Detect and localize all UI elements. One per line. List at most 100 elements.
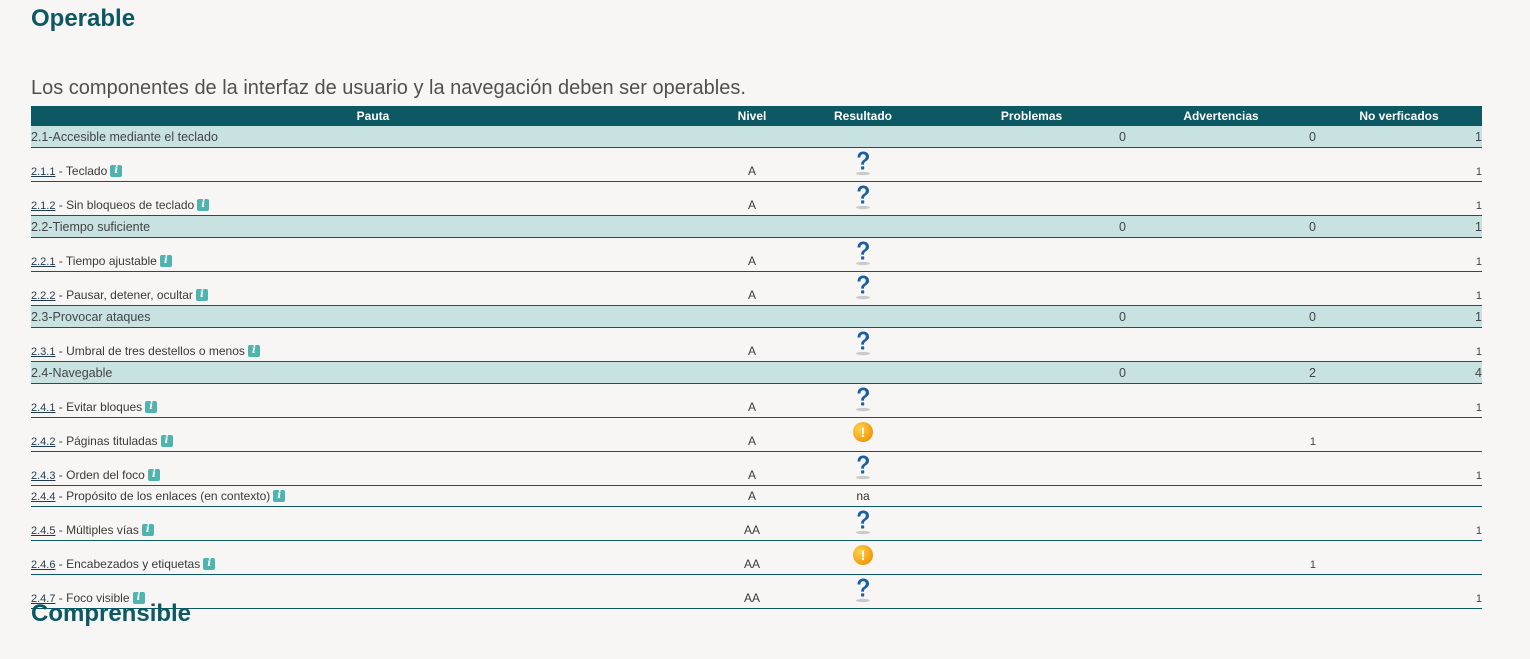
info-icon[interactable]: i xyxy=(160,435,173,447)
criterion-row: 2.4.7 - Foco visible i AA 1 xyxy=(31,574,1482,609)
criterion-code-link[interactable]: 2.1.1 xyxy=(31,166,56,178)
group-advertencias-count: 0 xyxy=(1126,126,1316,148)
table-header-row: Pauta Nivel Resultado Problemas Adverten… xyxy=(31,106,1482,126)
criterion-level: A xyxy=(715,237,789,272)
criterion-cell: 2.4.7 - Foco visible i xyxy=(31,574,715,609)
criterion-level: A xyxy=(715,271,789,306)
group-result xyxy=(789,215,937,238)
group-no-verificados-count: 4 xyxy=(1316,361,1482,384)
group-no-verificados-count: 1 xyxy=(1316,215,1482,238)
criterion-code-link[interactable]: 2.4.7 xyxy=(31,593,56,605)
info-icon[interactable]: i xyxy=(159,255,172,267)
criterion-result xyxy=(789,327,937,362)
criterion-advertencias-count xyxy=(1126,574,1316,609)
principle-title: Operable xyxy=(31,5,136,32)
criterion-result xyxy=(789,147,937,182)
header-advertencias: Advertencias xyxy=(1126,106,1316,126)
criterion-result xyxy=(789,506,937,541)
criterion-level: A xyxy=(715,417,789,452)
warning-icon: ! xyxy=(853,422,873,442)
criterion-level: A xyxy=(715,383,789,418)
criterion-advertencias-count xyxy=(1126,451,1316,486)
criterion-problemas-count xyxy=(937,327,1126,362)
info-icon[interactable]: i xyxy=(147,469,160,481)
criterion-level: A xyxy=(715,147,789,182)
group-result xyxy=(789,361,937,384)
group-advertencias-count: 0 xyxy=(1126,305,1316,328)
criterion-problemas-count xyxy=(937,540,1126,575)
criterion-code-link[interactable]: 2.4.6 xyxy=(31,559,56,571)
guideline-group-row: 2.2-Tiempo suficiente 0 0 1 xyxy=(31,215,1482,238)
criterion-level: AA xyxy=(715,540,789,575)
group-result xyxy=(789,126,937,148)
group-no-verificados-count: 1 xyxy=(1316,305,1482,328)
next-principle-title: Comprensible xyxy=(31,600,192,627)
criterion-problemas-count xyxy=(937,417,1126,452)
criterion-code-link[interactable]: 2.4.1 xyxy=(31,402,56,414)
info-icon[interactable]: i xyxy=(132,592,145,604)
header-no-verificados: No verficados xyxy=(1316,106,1482,126)
criterion-code-link[interactable]: 2.1.2 xyxy=(31,200,56,212)
criterion-no-verificados-count: 1 xyxy=(1316,147,1482,182)
info-icon[interactable]: i xyxy=(145,401,158,413)
group-name: 2.1-Accesible mediante el teclado xyxy=(31,126,715,148)
criterion-name: - Páginas tituladas xyxy=(55,434,158,448)
info-icon[interactable]: i xyxy=(273,490,286,502)
criterion-cell: 2.4.3 - Orden del foco i xyxy=(31,451,715,486)
criterion-name: - Propósito de los enlaces (en contexto) xyxy=(55,489,271,503)
criterion-cell: 2.4.2 - Páginas tituladas i xyxy=(31,417,715,452)
criterion-no-verificados-count xyxy=(1316,485,1482,507)
info-icon[interactable]: i xyxy=(195,289,208,301)
criterion-row: 2.2.1 - Tiempo ajustable i A 1 xyxy=(31,237,1482,272)
info-icon[interactable]: i xyxy=(247,345,260,357)
criterion-result: na xyxy=(789,485,937,507)
criterion-code-link[interactable]: 2.4.4 xyxy=(31,491,56,503)
info-icon[interactable]: i xyxy=(197,199,210,211)
criterion-code-link[interactable]: 2.2.1 xyxy=(31,256,56,268)
criterion-code-link[interactable]: 2.4.2 xyxy=(31,436,56,448)
criterion-problemas-count xyxy=(937,237,1126,272)
info-icon[interactable]: i xyxy=(141,524,154,536)
criterion-name: - Evitar bloques xyxy=(55,400,143,414)
criterion-advertencias-count xyxy=(1126,147,1316,182)
criterion-result: ! xyxy=(789,540,937,575)
info-icon[interactable]: i xyxy=(203,558,216,570)
criterion-code-link[interactable]: 2.4.5 xyxy=(31,525,56,537)
guidelines-table: Pauta Nivel Resultado Problemas Adverten… xyxy=(31,106,1482,609)
criterion-no-verificados-count: 1 xyxy=(1316,327,1482,362)
criterion-code-link[interactable]: 2.4.3 xyxy=(31,470,56,482)
guideline-group-row: 2.1-Accesible mediante el teclado 0 0 1 xyxy=(31,126,1482,148)
info-icon[interactable]: i xyxy=(110,165,123,177)
criterion-level: AA xyxy=(715,506,789,541)
criterion-row: 2.4.5 - Múltiples vías i AA 1 xyxy=(31,506,1482,541)
criterion-code-link[interactable]: 2.2.2 xyxy=(31,290,56,302)
question-icon xyxy=(856,387,870,412)
criterion-no-verificados-count: 1 xyxy=(1316,237,1482,272)
criterion-code-link[interactable]: 2.3.1 xyxy=(31,346,56,358)
criterion-problemas-count xyxy=(937,574,1126,609)
criterion-row: 2.4.6 - Encabezados y etiquetas i AA ! 1 xyxy=(31,540,1482,575)
criterion-problemas-count xyxy=(937,506,1126,541)
group-level xyxy=(715,215,789,238)
criterion-advertencias-count xyxy=(1126,327,1316,362)
criterion-problemas-count xyxy=(937,181,1126,216)
criterion-cell: 2.2.1 - Tiempo ajustable i xyxy=(31,237,715,272)
criterion-name: - Encabezados y etiquetas xyxy=(55,557,201,571)
group-problemas-count: 0 xyxy=(937,126,1126,148)
criterion-advertencias-count xyxy=(1126,383,1316,418)
question-icon xyxy=(856,241,870,266)
criterion-row: 2.2.2 - Pausar, detener, ocultar i A 1 xyxy=(31,271,1482,306)
criterion-cell: 2.2.2 - Pausar, detener, ocultar i xyxy=(31,271,715,306)
criterion-problemas-count xyxy=(937,451,1126,486)
group-problemas-count: 0 xyxy=(937,215,1126,238)
criterion-row: 2.4.4 - Propósito de los enlaces (en con… xyxy=(31,485,1482,507)
criterion-name: - Sin bloqueos de teclado xyxy=(55,198,195,212)
criterion-row: 2.4.2 - Páginas tituladas i A ! 1 xyxy=(31,417,1482,452)
criterion-cell: 2.4.4 - Propósito de los enlaces (en con… xyxy=(31,485,715,507)
criterion-name: - Foco visible xyxy=(55,591,130,605)
group-advertencias-count: 2 xyxy=(1126,361,1316,384)
criterion-result: ! xyxy=(789,417,937,452)
header-pauta: Pauta xyxy=(31,106,715,126)
guideline-group-row: 2.3-Provocar ataques 0 0 1 xyxy=(31,305,1482,328)
criterion-problemas-count xyxy=(937,147,1126,182)
